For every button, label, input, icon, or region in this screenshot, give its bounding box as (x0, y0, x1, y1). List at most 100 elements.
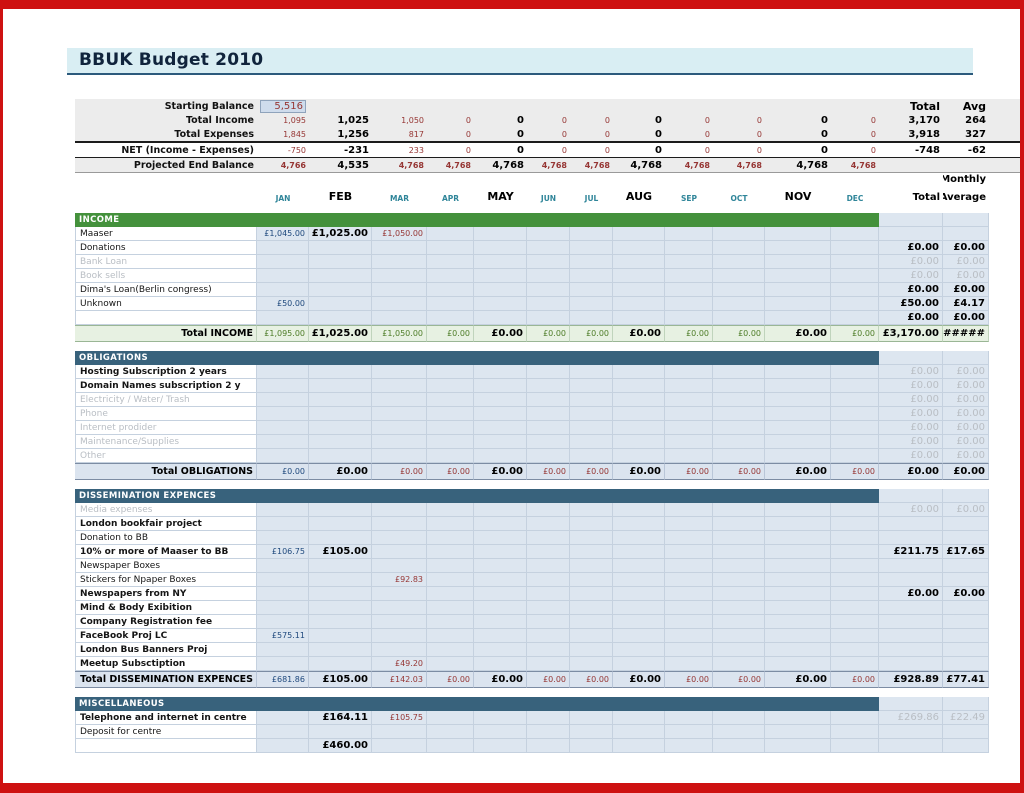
cell-aug[interactable] (613, 615, 665, 629)
cell-jul[interactable] (570, 739, 613, 753)
cell-total[interactable]: £0.00 (879, 393, 943, 407)
cell-feb[interactable] (309, 435, 372, 449)
cell-jun[interactable] (527, 725, 570, 739)
month-header-may[interactable]: MAY (487, 190, 514, 203)
cell-total[interactable]: £0.00 (879, 365, 943, 379)
cell-jan[interactable] (257, 615, 309, 629)
row-label[interactable]: Other (75, 449, 257, 463)
cell-aug[interactable]: 0 (655, 144, 662, 156)
cell-jun[interactable] (527, 365, 570, 379)
cell-feb[interactable]: £105.00 (309, 671, 372, 688)
cell-sep[interactable] (665, 615, 713, 629)
cell-jul[interactable] (570, 421, 613, 435)
cell-sep[interactable] (665, 711, 713, 725)
cell-jun[interactable] (527, 449, 570, 463)
cell-jul[interactable] (570, 255, 613, 269)
cell-oct[interactable] (713, 725, 765, 739)
cell-nov[interactable] (765, 269, 831, 283)
cell-jul[interactable] (570, 711, 613, 725)
cell-oct[interactable] (713, 449, 765, 463)
month-header-dec[interactable]: DEC (846, 194, 864, 203)
cell-nov[interactable] (765, 531, 831, 545)
cell-jan[interactable] (257, 269, 309, 283)
cell-jul[interactable]: £0.00 (570, 463, 613, 480)
cell-may[interactable] (474, 725, 527, 739)
cell-jun[interactable] (527, 255, 570, 269)
cell-jun[interactable]: £0.00 (527, 463, 570, 480)
cell-sep[interactable] (665, 503, 713, 517)
cell-may[interactable] (474, 601, 527, 615)
cell-jul[interactable] (570, 435, 613, 449)
cell-jan[interactable] (257, 365, 309, 379)
cell-aug[interactable] (613, 559, 665, 573)
row-label[interactable]: Domain Names subscription 2 y (75, 379, 257, 393)
cell-jul[interactable]: £0.00 (570, 671, 613, 688)
cell-total[interactable]: £928.89 (879, 671, 943, 688)
cell-dec[interactable] (831, 227, 879, 241)
cell-jun[interactable] (527, 435, 570, 449)
cell-dec[interactable] (831, 711, 879, 725)
cell-jan[interactable]: £0.00 (257, 463, 309, 480)
cell-mar[interactable] (372, 255, 427, 269)
cell-dec[interactable] (831, 559, 879, 573)
cell-oct[interactable] (713, 531, 765, 545)
cell-jun[interactable]: 0 (561, 115, 567, 125)
row-label[interactable]: 10% or more of Maaser to BB (75, 545, 257, 559)
month-header-jun[interactable]: JUN (540, 194, 557, 203)
cell-nov[interactable] (765, 449, 831, 463)
cell-sep[interactable] (665, 517, 713, 531)
row-label[interactable]: Phone (75, 407, 257, 421)
cell-avg[interactable]: £0.00 (943, 407, 989, 421)
cell-aug[interactable] (613, 283, 665, 297)
cell-jun[interactable] (527, 241, 570, 255)
cell-apr[interactable] (427, 379, 474, 393)
cell-avg[interactable] (943, 559, 989, 573)
cell-feb[interactable] (309, 531, 372, 545)
cell-nov[interactable] (765, 615, 831, 629)
cell-feb[interactable] (309, 379, 372, 393)
cell-apr[interactable] (427, 517, 474, 531)
cell-apr[interactable] (427, 99, 474, 113)
cell-jul[interactable]: 4,768 (584, 160, 610, 170)
cell-oct[interactable] (713, 711, 765, 725)
cell-jul[interactable] (570, 587, 613, 601)
cell-jul[interactable] (570, 531, 613, 545)
cell-aug[interactable]: £0.00 (613, 671, 665, 688)
total-row-label[interactable]: Total OBLIGATIONS (75, 463, 257, 480)
cell-avg[interactable]: 327 (965, 128, 986, 140)
cell-aug[interactable] (613, 601, 665, 615)
cell-jan[interactable] (257, 601, 309, 615)
cell-may[interactable] (474, 573, 527, 587)
cell-apr[interactable] (427, 421, 474, 435)
cell-total[interactable]: £0.00 (879, 449, 943, 463)
cell-jun[interactable]: 4,768 (541, 160, 567, 170)
cell-jul[interactable] (570, 241, 613, 255)
cell-sep[interactable]: £0.00 (665, 463, 713, 480)
cell-nov[interactable] (765, 435, 831, 449)
cell-sep[interactable] (665, 435, 713, 449)
cell-may[interactable] (474, 657, 527, 671)
cell-apr[interactable] (427, 573, 474, 587)
cell-aug[interactable] (613, 269, 665, 283)
cell-oct[interactable] (713, 435, 765, 449)
cell-feb[interactable]: -231 (343, 144, 369, 156)
cell-jan[interactable]: £106.75 (257, 545, 309, 559)
cell-jan[interactable]: 4,766 (280, 160, 306, 170)
cell-total[interactable] (879, 158, 943, 172)
cell-dec[interactable]: 0 (870, 115, 876, 125)
cell-oct[interactable] (713, 421, 765, 435)
cell-jun[interactable] (527, 615, 570, 629)
cell-aug[interactable] (613, 643, 665, 657)
cell-feb[interactable] (309, 601, 372, 615)
cell-jul[interactable]: 0 (604, 115, 610, 125)
row-label[interactable]: Newspapers from NY (75, 587, 257, 601)
cell-jan[interactable] (257, 449, 309, 463)
row-label[interactable]: Newspaper Boxes (75, 559, 257, 573)
cell-nov[interactable] (765, 503, 831, 517)
cell-mar[interactable]: 1,050 (401, 115, 424, 125)
cell-sep[interactable]: 0 (704, 129, 710, 139)
cell-apr[interactable] (427, 643, 474, 657)
cell-sep[interactable] (665, 407, 713, 421)
cell-may[interactable] (474, 255, 527, 269)
cell-total[interactable] (879, 531, 943, 545)
